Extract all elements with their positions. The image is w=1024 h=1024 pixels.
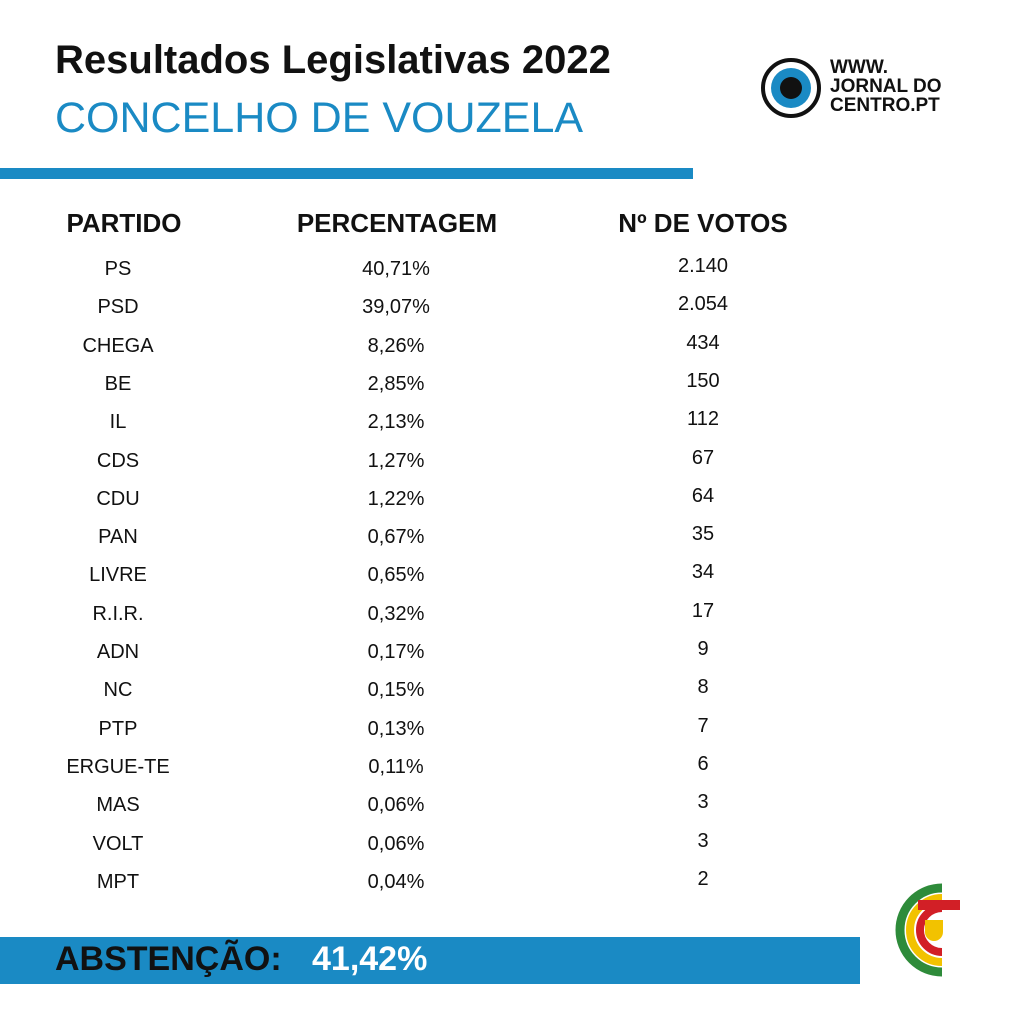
percentage: 0,06% <box>367 794 425 817</box>
party: ERGUE-TE <box>66 755 170 778</box>
percentage: 0,06% <box>367 832 425 855</box>
votes: 434 <box>686 331 720 354</box>
percentage: 8,26% <box>367 334 425 357</box>
votes: 7 <box>697 714 709 737</box>
party: BE <box>104 372 132 395</box>
party: NC <box>103 679 133 702</box>
logo-icon <box>761 58 821 118</box>
party: IL <box>109 411 127 434</box>
votes: 2.140 <box>677 255 729 277</box>
subtitle: CONCELHO DE VOUZELA <box>55 94 584 142</box>
percentage: 1,22% <box>367 487 425 510</box>
percentage: 0,13% <box>367 717 425 740</box>
party: LIVRE <box>89 564 147 587</box>
votes: 6 <box>697 752 709 775</box>
column-header: PERCENTAGEM <box>296 208 498 238</box>
party: PSD <box>97 296 139 319</box>
percentage: 40,71% <box>362 258 430 280</box>
percentage: 1,27% <box>367 449 425 472</box>
votes: 64 <box>691 484 715 507</box>
votes: 17 <box>691 599 715 622</box>
votes: 8 <box>697 676 709 699</box>
column-header: PARTIDO <box>66 208 182 238</box>
percentage: 0,11% <box>368 755 424 778</box>
party: CDS <box>96 449 140 472</box>
votes: 2.054 <box>677 293 729 316</box>
logo-text: JORNAL DO <box>830 76 942 97</box>
party: VOLT <box>92 832 144 855</box>
votes: 3 <box>697 829 709 852</box>
votes: 150 <box>686 369 720 392</box>
party: PS <box>104 258 132 280</box>
logo-text: WWW. <box>830 57 889 78</box>
percentage: 0,65% <box>367 564 425 587</box>
percentage: 0,17% <box>367 641 425 663</box>
votes: 34 <box>691 561 715 584</box>
votes: 2 <box>697 867 709 890</box>
brand-emblem <box>895 883 960 977</box>
party: CHEGA <box>82 334 154 357</box>
party: MAS <box>96 794 140 817</box>
footer-band <box>0 937 860 984</box>
votes: 9 <box>697 638 709 660</box>
percentage: 0,32% <box>367 602 425 625</box>
percentage: 2,85% <box>367 372 425 395</box>
party: PTP <box>98 717 138 740</box>
party: R.I.R. <box>92 602 144 625</box>
party: PAN <box>98 526 138 549</box>
title: Resultados Legislativas 2022 <box>55 38 611 82</box>
percentage: 0,04% <box>367 870 425 893</box>
votes: 3 <box>697 791 709 814</box>
percentage: 39,07% <box>362 296 430 319</box>
footer-label: ABSTENÇÃO: <box>55 940 282 978</box>
percentage: 2,13% <box>367 411 425 434</box>
percentage: 0,15% <box>367 679 425 702</box>
percentage: 0,67% <box>367 526 425 549</box>
logo-text: CENTRO.PT <box>830 95 940 116</box>
footer-value: 41,42% <box>312 940 428 978</box>
divider <box>0 168 693 179</box>
party: ADN <box>96 641 140 663</box>
votes: 35 <box>691 523 715 546</box>
party: MPT <box>96 870 140 893</box>
votes: 67 <box>691 446 715 469</box>
votes: 112 <box>687 408 719 431</box>
party: CDU <box>96 487 140 510</box>
column-header: Nº DE VOTOS <box>618 208 788 238</box>
